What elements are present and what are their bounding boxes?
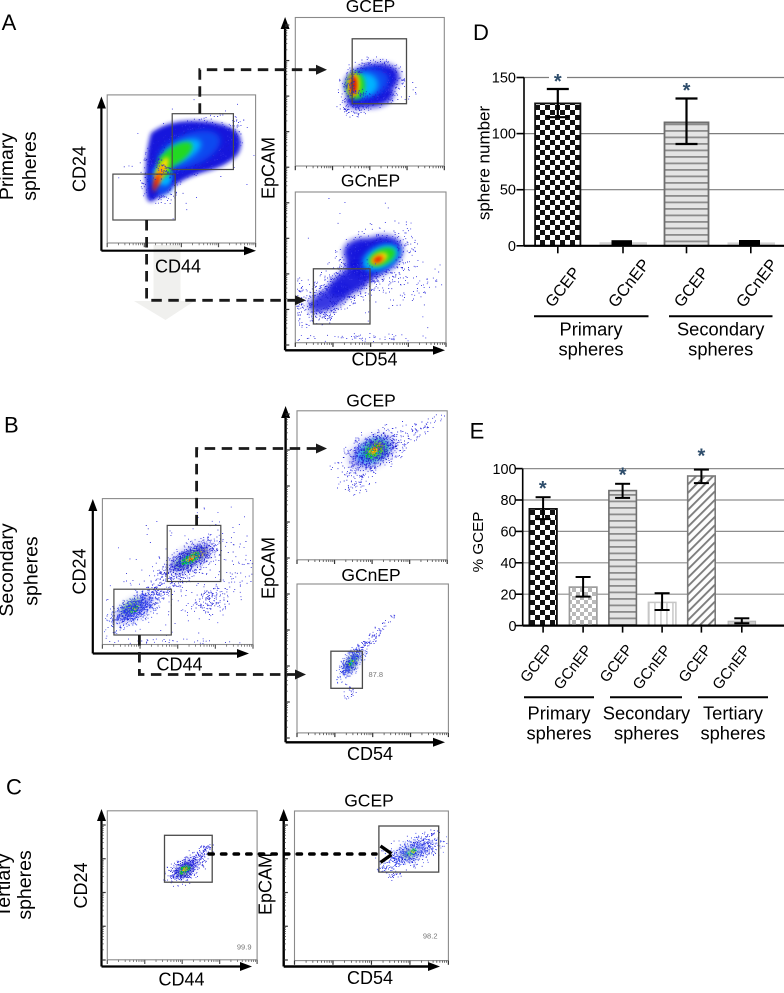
svg-text:100: 100	[492, 462, 516, 478]
svg-text:Primary: Primary	[560, 319, 624, 340]
svg-text:60: 60	[500, 525, 516, 541]
svg-text:Secondary: Secondary	[603, 703, 691, 724]
svg-text:Secondary: Secondary	[0, 523, 18, 616]
svg-text:CD24: CD24	[71, 862, 91, 908]
svg-text:GCnEP: GCnEP	[341, 171, 400, 191]
svg-text:CD44: CD44	[156, 655, 202, 675]
svg-text:EpCAM: EpCAM	[256, 853, 276, 915]
svg-text:E: E	[470, 419, 485, 444]
svg-text:spheres: spheres	[19, 131, 41, 201]
svg-text:150: 150	[492, 71, 516, 87]
svg-text:A: A	[2, 10, 17, 35]
svg-text:EpCAM: EpCAM	[259, 537, 279, 599]
svg-text:sphere number: sphere number	[475, 105, 494, 220]
svg-text:*: *	[619, 465, 627, 487]
svg-text:CD44: CD44	[158, 970, 204, 989]
svg-text:B: B	[4, 413, 19, 438]
svg-text:98.2: 98.2	[423, 932, 438, 941]
svg-text:GCnEP: GCnEP	[341, 565, 400, 585]
svg-text:CD24: CD24	[70, 146, 90, 192]
svg-text:spheres: spheres	[20, 536, 42, 606]
svg-text:0: 0	[508, 239, 516, 255]
svg-text:CD24: CD24	[70, 548, 90, 594]
svg-text:spheres: spheres	[614, 723, 679, 744]
svg-text:Primary: Primary	[0, 133, 18, 200]
svg-text:GCEP: GCEP	[346, 0, 396, 16]
svg-text:D: D	[473, 20, 489, 45]
svg-text:spheres: spheres	[558, 339, 623, 360]
svg-text:spheres: spheres	[14, 850, 36, 920]
svg-text:GCEP: GCEP	[346, 391, 396, 411]
svg-text:20: 20	[500, 587, 516, 603]
svg-text:CD54: CD54	[347, 744, 393, 764]
svg-text:spheres: spheres	[700, 723, 765, 744]
svg-text:*: *	[698, 446, 706, 468]
svg-text:GCEP: GCEP	[344, 791, 394, 811]
svg-text:0: 0	[508, 619, 516, 635]
svg-text:C: C	[6, 775, 22, 800]
svg-text:spheres: spheres	[526, 723, 591, 744]
svg-text:Tertiary: Tertiary	[703, 703, 764, 724]
svg-text:80: 80	[500, 493, 516, 509]
svg-text:spheres: spheres	[688, 339, 753, 360]
svg-text:% GCEP: % GCEP	[470, 512, 487, 573]
svg-text:*: *	[683, 80, 691, 102]
svg-text:99.9: 99.9	[237, 943, 252, 952]
svg-text:Tertiary: Tertiary	[0, 853, 15, 917]
svg-text:*: *	[539, 478, 547, 500]
svg-text:CD44: CD44	[155, 257, 201, 277]
svg-text:CD54: CD54	[351, 350, 397, 370]
svg-text:CD54: CD54	[347, 968, 393, 988]
svg-text:100: 100	[492, 127, 516, 143]
svg-text:EpCAM: EpCAM	[259, 137, 279, 199]
svg-text:Secondary: Secondary	[677, 319, 765, 340]
svg-text:87.8: 87.8	[369, 670, 384, 679]
svg-text:50: 50	[500, 183, 516, 199]
svg-text:Primary: Primary	[528, 703, 592, 724]
svg-text:40: 40	[500, 556, 516, 572]
svg-text:*: *	[554, 71, 562, 93]
